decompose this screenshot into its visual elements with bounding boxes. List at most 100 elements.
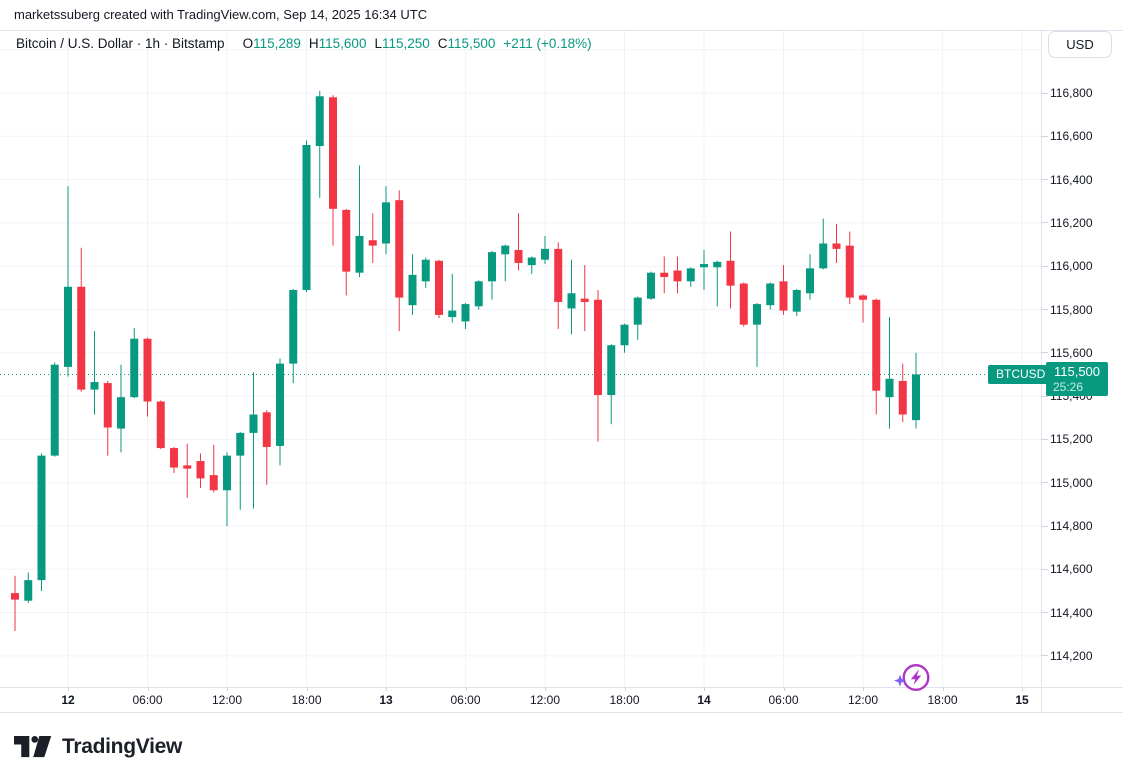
candle-body <box>474 281 483 307</box>
time-axis-tick <box>942 687 944 691</box>
candle-body <box>448 310 457 318</box>
candle-body <box>117 397 125 429</box>
price-axis-label: 116,600 <box>1050 129 1093 144</box>
price-axis-tick <box>1041 395 1048 397</box>
last-price: 115,500 <box>1053 364 1101 379</box>
candle-body <box>395 200 404 298</box>
candle-body <box>236 432 245 456</box>
candle-body <box>421 259 430 282</box>
candle-body <box>315 96 324 147</box>
time-axis-tick <box>465 687 467 691</box>
candle-body <box>912 374 920 421</box>
price-axis-tick <box>1041 352 1048 354</box>
candle-body <box>461 304 470 322</box>
bar-countdown: 25:26 <box>1053 380 1084 394</box>
time-axis-tick <box>624 687 626 691</box>
candle-body <box>832 243 841 249</box>
flash-icon[interactable] <box>891 658 935 698</box>
candle-body <box>700 264 708 268</box>
time-axis-label: 14 <box>697 693 711 707</box>
candle-body <box>541 248 549 260</box>
time-axis-label: 15 <box>1015 693 1029 707</box>
candle-body <box>223 455 231 491</box>
frame-top-border <box>0 30 1123 31</box>
symbol-title[interactable]: Bitcoin / U.S. Dollar · 1h · Bitstamp <box>16 36 225 51</box>
candle-body <box>302 144 311 291</box>
candle-body <box>580 298 589 302</box>
price-axis-tick <box>1041 309 1048 310</box>
time-axis-label: 06:00 <box>768 693 799 707</box>
change-value: +211 (+0.18%) <box>503 36 592 51</box>
price-axis-tick <box>1041 568 1048 570</box>
candle-body <box>77 286 86 390</box>
candle-body <box>64 286 72 367</box>
price-axis-label: 116,200 <box>1050 215 1093 230</box>
candle-body <box>660 272 669 278</box>
candle-body <box>37 455 46 581</box>
time-axis-label: 06:00 <box>132 693 163 707</box>
high-label: H <box>308 36 319 51</box>
candle-body <box>620 324 629 346</box>
candle-body <box>647 272 655 299</box>
candle-body <box>156 401 165 449</box>
candle-body <box>143 338 152 402</box>
close-value: 115,500 <box>447 36 496 51</box>
price-axis-tick <box>1041 222 1048 224</box>
candle-body <box>11 593 19 600</box>
time-axis-tick <box>386 687 387 691</box>
time-axis-tick <box>783 687 785 691</box>
time-axis-label: 12:00 <box>529 693 561 707</box>
time-axis-label: 18:00 <box>609 693 640 707</box>
time-axis-separator <box>0 687 1123 688</box>
candle-body <box>276 363 284 446</box>
candle-body <box>103 383 112 428</box>
low-value: 115,250 <box>381 36 430 51</box>
candle-body <box>633 297 642 325</box>
candle-body <box>514 249 523 263</box>
price-axis-tick <box>1041 438 1048 440</box>
tradingview-logo-icon <box>14 736 52 758</box>
open-value: 115,289 <box>253 36 301 51</box>
last-price-box: 115,500 25:26 <box>1046 362 1108 396</box>
currency-button[interactable]: USD <box>1048 31 1112 58</box>
low-label: L <box>374 36 382 51</box>
sparkle-icon <box>894 674 906 687</box>
candle-body <box>355 235 364 273</box>
candle-body <box>753 304 761 325</box>
price-axis-label: 114,200 <box>1050 648 1093 663</box>
candle-body <box>673 270 682 282</box>
candle-body <box>594 299 602 396</box>
chart-legend: Bitcoin / U.S. Dollar · 1h · Bitstamp O11… <box>16 36 592 51</box>
candle-body <box>342 209 351 272</box>
price-axis-tick <box>1041 482 1048 484</box>
candle-body <box>435 260 443 315</box>
price-axis-tick <box>1041 655 1048 657</box>
price-axis-label: 116,400 <box>1050 172 1093 187</box>
candle-body <box>289 290 298 364</box>
price-axis-tick <box>1041 92 1048 94</box>
tradingview-logo[interactable]: TradingView <box>14 735 182 759</box>
candle-body <box>382 202 390 244</box>
frame-bottom-border <box>0 712 1123 713</box>
time-axis-label: 13 <box>379 693 393 707</box>
candle-body <box>567 293 576 309</box>
candle-body <box>329 97 337 209</box>
time-axis-tick <box>1022 687 1023 691</box>
time-axis-label: 18:00 <box>927 693 958 707</box>
candle-body <box>527 257 536 266</box>
candlestick-chart[interactable] <box>0 0 1041 712</box>
time-axis-tick <box>147 687 149 691</box>
price-axis-label: 116,000 <box>1050 259 1093 274</box>
candle-body <box>130 338 139 398</box>
price-axis-tick <box>1041 265 1048 267</box>
candle-body <box>872 299 881 391</box>
candle-body <box>249 414 258 433</box>
time-axis-tick <box>68 687 69 691</box>
candle-body <box>209 475 218 491</box>
candle-body <box>713 261 722 268</box>
close-label: C <box>437 36 448 51</box>
time-axis-tick <box>306 687 308 691</box>
time-axis-tick <box>704 687 705 691</box>
price-axis-label: 114,400 <box>1050 605 1093 620</box>
